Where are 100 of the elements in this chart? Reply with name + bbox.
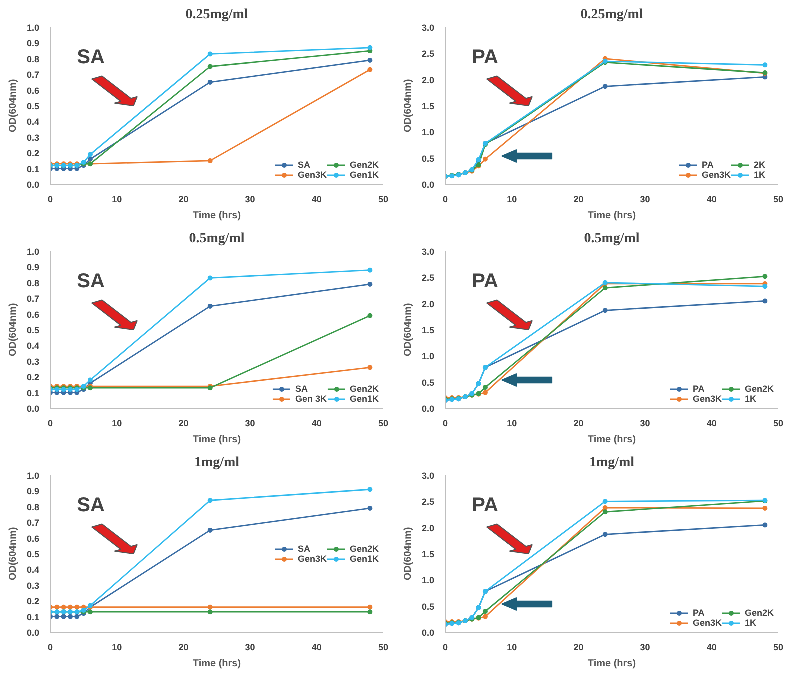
x-tick-label: 40 [706,418,717,428]
legend-label: SA [298,544,312,554]
y-axis-title: OD(604nm) [402,303,414,357]
y-tick-label: 0.0 [422,180,435,190]
y-tick-label: 0.0 [422,628,435,638]
y-axis-title: OD(604nm) [402,527,414,581]
y-axis-title: OD(604nm) [8,303,19,357]
x-tick-label: 20 [574,642,584,652]
x-tick-label: 50 [773,418,784,428]
legend-label: Gen3K [298,554,327,564]
x-tick-label: 40 [312,642,322,652]
x-tick-label: 40 [706,194,717,204]
x-tick-label: 50 [773,194,784,204]
x-tick-label: 40 [312,418,322,428]
x-tick-label: 50 [378,642,389,652]
x-tick-label: 20 [178,194,189,204]
annotation: PA [472,270,498,292]
x-tick-label: 40 [706,642,717,652]
y-tick-label: 0.6 [26,86,40,96]
y-tick-label: 1.0 [422,576,435,586]
legend-label: Gen2K [744,608,774,618]
y-tick-label: 0.1 [26,164,40,174]
y-tick-label: 3.0 [422,247,435,257]
x-tick-label: 0 [442,642,448,652]
legend-label: Gen2K [350,160,379,170]
x-tick-label: 10 [112,418,122,428]
y-tick-label: 1.0 [26,247,40,257]
y-tick-label: 0.0 [26,628,40,638]
x-tick-label: 20 [178,418,189,428]
legend-label: PA [702,160,715,170]
x-tick-label: 30 [245,418,256,428]
x-tick-label: 20 [574,194,584,204]
y-tick-label: 2.5 [422,497,435,508]
y-tick-label: 1.0 [26,471,40,481]
legend-label: Gen1K [350,554,379,564]
legend-label: Gen2K [350,544,379,554]
legend-label: Gen3K [692,618,722,628]
y-tick-label: 0.5 [26,326,40,336]
annotation: SA [77,270,105,292]
y-tick-label: 0.0 [422,404,435,414]
y-tick-label: 1.0 [422,352,435,362]
legend-label: Gen3K [692,394,722,404]
x-tick-label: 50 [378,194,389,204]
x-axis-title: Time (hrs) [588,658,636,670]
y-tick-label: 0.0 [26,404,40,414]
y-tick-label: 0.7 [26,294,40,304]
y-axis-title: OD(604nm) [402,79,414,133]
y-tick-label: 0.5 [26,102,40,112]
y-tick-label: 0.5 [422,378,435,388]
chart-title: 0.25mg/ml [580,8,644,22]
legend-label: Gen1K [350,170,379,180]
x-tick-label: 30 [640,418,650,428]
x-tick-label: 0 [442,194,448,204]
x-axis-title: Time (hrs) [588,210,636,222]
x-tick-label: 10 [507,642,518,652]
y-tick-label: 0.9 [26,38,40,49]
annotation: SA [77,46,105,68]
legend-label: 1K [744,618,758,628]
y-tick-label: 0.2 [26,596,40,607]
legend-label: SA [295,384,309,394]
annotation: PA [472,494,498,516]
legend-label: Gen 3K [295,394,327,404]
x-tick-label: 10 [507,194,518,204]
legend-label: PA [692,384,706,394]
x-axis-title: Time (hrs) [588,434,636,446]
y-tick-label: 0.5 [422,602,435,612]
x-tick-label: 10 [507,418,518,428]
y-tick-label: 0.5 [422,154,435,164]
y-tick-label: 0.2 [26,148,40,159]
chart-title: 1mg/ml [194,456,240,470]
x-tick-label: 40 [312,194,322,204]
y-tick-label: 1.5 [422,102,435,112]
x-tick-label: 20 [178,642,189,652]
legend-label: PA [692,608,706,618]
chart-title: 0.5mg/ml [584,232,640,246]
x-tick-label: 30 [640,642,650,652]
y-tick-label: 2.0 [422,523,435,534]
x-tick-label: 0 [442,418,448,428]
x-tick-label: 50 [378,418,389,428]
y-tick-label: 0.6 [26,310,40,320]
legend-label: Gen3K [702,170,731,180]
y-tick-label: 0.2 [26,372,40,383]
y-tick-label: 2.0 [422,75,435,86]
legend-label: 2K [754,160,767,170]
y-tick-label: 1.5 [422,550,435,560]
x-axis-title: Time (hrs) [192,658,242,670]
chart-title: 0.25mg/ml [186,8,248,22]
y-tick-label: 0.3 [26,132,40,143]
legend-label: 1K [754,170,767,180]
x-tick-label: 30 [245,194,256,204]
y-tick-label: 0.4 [26,341,40,352]
y-tick-label: 1.0 [26,23,40,33]
chart-title: 1mg/ml [589,456,635,470]
y-tick-label: 0.8 [26,278,40,288]
y-tick-label: 2.0 [422,299,435,310]
x-tick-label: 0 [48,418,54,428]
legend-label: Gen1K [350,394,379,404]
y-axis-title: OD(604nm) [8,527,19,581]
x-tick-label: 0 [48,642,54,652]
y-tick-label: 2.5 [422,273,435,284]
